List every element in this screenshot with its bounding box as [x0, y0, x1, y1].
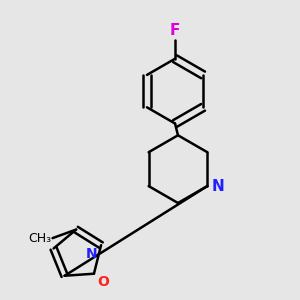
Text: F: F — [170, 23, 180, 38]
Text: CH₃: CH₃ — [28, 232, 51, 244]
Text: O: O — [98, 275, 110, 289]
Text: N: N — [86, 247, 98, 261]
Text: N: N — [212, 178, 224, 194]
